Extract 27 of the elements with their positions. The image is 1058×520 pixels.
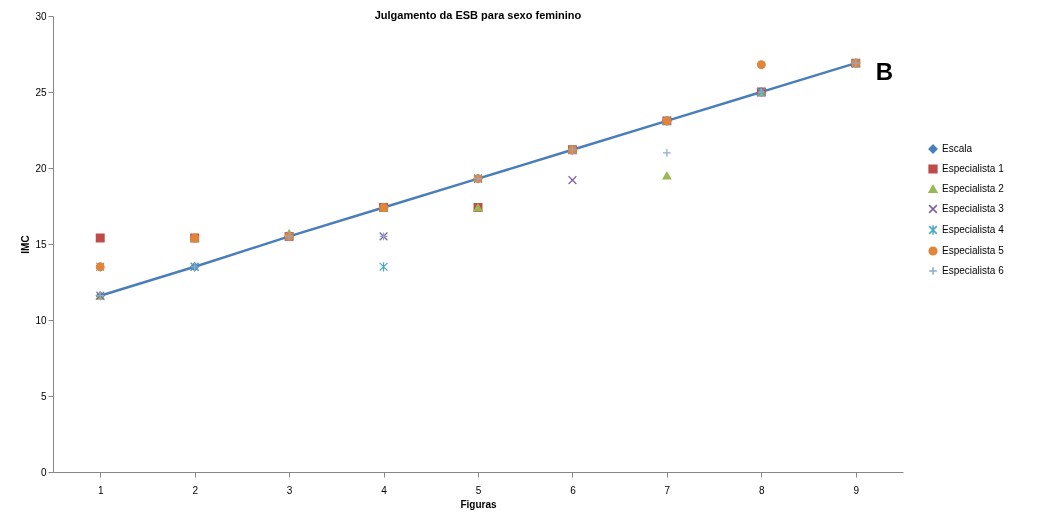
y-tick-label: 5 — [40, 390, 47, 402]
y-tick-label: 25 — [35, 86, 47, 98]
legend-label: Escala — [942, 143, 973, 154]
x-axis-title: Figuras — [460, 498, 497, 510]
x-tick-label: 9 — [853, 484, 860, 496]
x-tick-label: 6 — [570, 484, 577, 496]
legend-label: Especialista 5 — [942, 245, 1005, 256]
x-tick-label: 8 — [759, 484, 766, 496]
x-tick-label: 2 — [192, 484, 199, 496]
x-tick-label: 1 — [97, 484, 104, 496]
annotation: B — [875, 58, 893, 85]
x-tick-label: 3 — [286, 484, 293, 496]
y-tick-label: 30 — [35, 10, 47, 22]
legend-label: Especialista 6 — [942, 265, 1005, 276]
legend-label: Especialista 2 — [942, 183, 1005, 194]
x-tick-label: 5 — [475, 484, 482, 496]
x-tick-label: 7 — [664, 484, 671, 496]
y-tick-label: 15 — [35, 238, 47, 250]
legend-label: Especialista 3 — [942, 203, 1005, 214]
y-axis-title: IMC — [20, 235, 32, 254]
y-tick-label: 10 — [35, 314, 47, 326]
y-tick-label: 20 — [35, 162, 47, 174]
x-tick-label: 4 — [381, 484, 388, 496]
legend-label: Especialista 4 — [942, 224, 1005, 235]
legend-label: Especialista 1 — [942, 163, 1005, 174]
chart-title: Julgamento da ESB para sexo feminino — [374, 9, 582, 21]
y-tick-label: 0 — [40, 466, 47, 478]
